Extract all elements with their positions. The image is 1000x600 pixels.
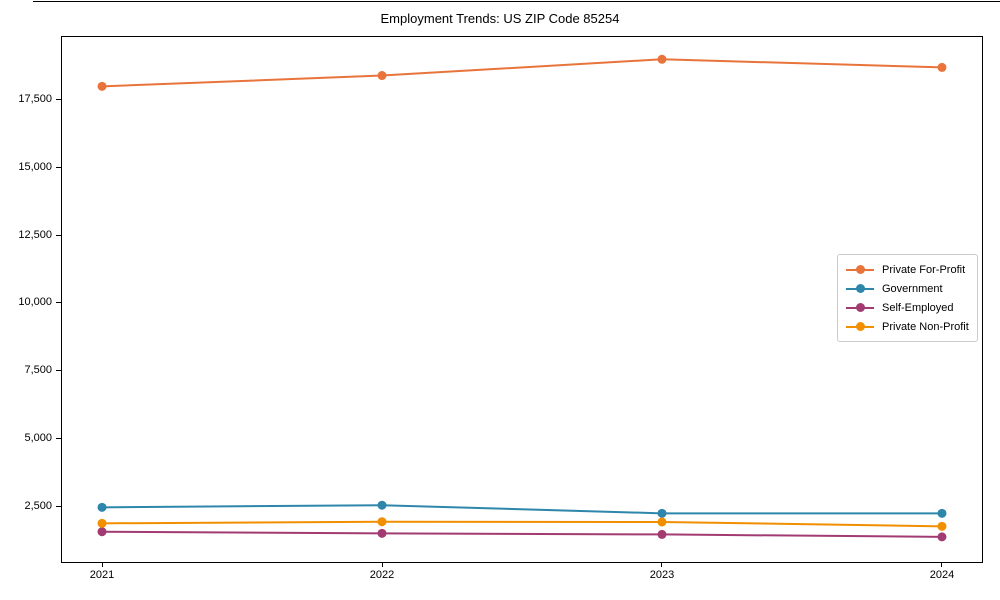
data-point-marker — [937, 62, 947, 72]
line-marker-icon — [846, 303, 874, 313]
x-tick-label: 2024 — [929, 569, 955, 581]
data-point-marker — [657, 54, 667, 64]
y-tick-mark — [56, 370, 61, 372]
line-chart — [97, 54, 947, 542]
x-tick-mark — [381, 563, 383, 567]
legend-dot-swatch — [855, 265, 865, 274]
legend-item-self-employed: Self-Employed — [846, 298, 969, 317]
series-line — [101, 58, 943, 88]
data-point-marker — [937, 521, 947, 531]
chart-title: Employment Trends: US ZIP Code 85254 — [380, 11, 620, 26]
y-tick-mark — [56, 505, 61, 507]
series-line — [102, 530, 942, 538]
legend-dot-swatch — [855, 303, 865, 312]
line-marker-icon — [846, 265, 874, 275]
x-tick-mark — [661, 563, 663, 567]
legend: Private For-Profit Government Self-Emplo… — [837, 254, 978, 342]
y-tick-mark — [56, 167, 61, 169]
legend-item-government: Government — [846, 279, 969, 298]
legend-item-private-for-profit: Private For-Profit — [846, 260, 969, 279]
line-marker-icon — [846, 284, 874, 294]
data-point-marker — [377, 517, 387, 527]
y-tick-label: 15,000 — [18, 161, 52, 174]
y-tick-mark — [56, 234, 61, 236]
x-tick-label: 2023 — [649, 569, 675, 581]
line-marker-icon — [846, 322, 874, 332]
data-point-marker — [377, 71, 387, 81]
data-point-marker — [657, 508, 667, 518]
data-point-marker — [657, 517, 667, 527]
plot-area — [61, 36, 983, 563]
legend-label: Private Non-Profit — [882, 320, 969, 333]
y-tick-label: 12,500 — [18, 228, 52, 241]
data-point-marker — [377, 528, 387, 538]
legend-dot-swatch — [855, 322, 865, 331]
series-line — [102, 504, 942, 515]
y-tick-label: 5,000 — [24, 431, 52, 444]
data-point-marker — [377, 500, 387, 510]
x-tick-label: 2021 — [89, 569, 115, 581]
legend-dot-swatch — [855, 284, 865, 293]
y-tick-mark — [56, 99, 61, 101]
x-tick-mark — [941, 563, 943, 567]
y-tick-label: 10,000 — [18, 296, 52, 309]
data-point-marker — [97, 502, 107, 512]
data-point-marker — [937, 508, 947, 518]
legend-label: Private For-Profit — [882, 263, 966, 276]
data-point-marker — [97, 81, 107, 91]
y-tick-label: 7,500 — [24, 364, 52, 377]
window-top-edge — [33, 1, 1000, 2]
legend-label: Government — [882, 282, 943, 295]
data-point-marker — [657, 529, 667, 539]
legend-label: Self-Employed — [882, 301, 954, 314]
y-tick-label: 17,500 — [18, 93, 52, 106]
data-point-marker — [97, 527, 107, 537]
x-tick-label: 2022 — [369, 569, 395, 581]
legend-item-private-non-profit: Private Non-Profit — [846, 317, 969, 336]
y-tick-label: 2,500 — [24, 499, 52, 512]
y-tick-mark — [56, 437, 61, 439]
y-tick-mark — [56, 302, 61, 304]
data-point-marker — [937, 532, 947, 542]
series-line — [102, 520, 942, 528]
data-point-marker — [97, 518, 107, 528]
x-tick-mark — [101, 563, 103, 567]
